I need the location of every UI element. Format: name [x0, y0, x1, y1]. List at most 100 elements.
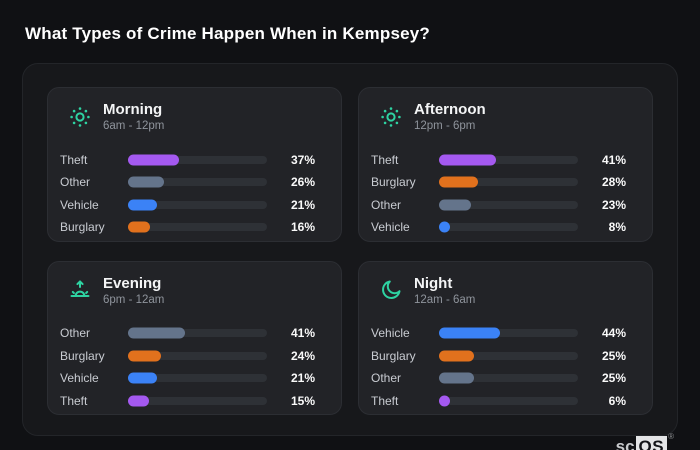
sunrise-icon	[66, 277, 93, 304]
crime-bar-row: Theft 6%	[371, 389, 626, 412]
time-panel: Night 12am - 6am Vehicle 44% Burglary 25…	[358, 260, 653, 415]
crime-percentage: 23%	[601, 197, 626, 212]
panel-header: Afternoon 12pm - 6pm	[377, 101, 626, 132]
crime-bar-row: Burglary 24%	[60, 344, 315, 367]
crime-label: Vehicle	[371, 326, 410, 340]
crime-label: Other	[371, 197, 402, 212]
crime-bar-row: Other 25%	[371, 367, 626, 390]
panel-rows: Other 41% Burglary 24% Vehicle 21% Theft…	[60, 322, 315, 412]
bar-fill	[439, 199, 471, 210]
bar-track	[439, 176, 578, 188]
bar-track	[128, 199, 267, 210]
crime-bar-row: Burglary 25%	[371, 344, 626, 367]
crime-label: Theft	[60, 152, 88, 167]
bar-track	[128, 395, 267, 406]
crime-percentage: 26%	[290, 175, 315, 189]
crime-bar-row: Vehicle 8%	[371, 216, 626, 239]
panel-time-range: 6pm - 12am	[103, 293, 165, 306]
crime-percentage: 28%	[601, 175, 626, 189]
bar-fill	[128, 350, 162, 361]
bar-track	[128, 372, 267, 384]
panel-header: Morning 6am - 12pm	[66, 101, 315, 132]
crime-percentage: 16%	[290, 220, 315, 234]
crime-bar-row: Vehicle 21%	[60, 367, 315, 390]
dashboard-container: Morning 6am - 12pm Theft 37% Other 26% V…	[22, 63, 678, 436]
panel-header: Night 12am - 6am	[377, 275, 626, 306]
crime-percentage: 6%	[608, 393, 626, 408]
crime-label: Other	[60, 326, 91, 340]
sun-icon	[66, 103, 93, 130]
panel-header: Evening 6pm - 12am	[66, 275, 315, 306]
crime-label: Theft	[60, 393, 88, 408]
crime-percentage: 25%	[601, 371, 626, 385]
panel-time-range: 12am - 6am	[414, 293, 476, 306]
sun-icon	[377, 103, 404, 130]
crime-label: Theft	[371, 152, 399, 167]
time-panel: Morning 6am - 12pm Theft 37% Other 26% V…	[47, 87, 342, 242]
bar-track	[128, 176, 267, 188]
registered-trademark-icon: ®	[668, 432, 674, 441]
crime-percentage: 21%	[290, 371, 315, 385]
panel-rows: Vehicle 44% Burglary 25% Other 25% Theft…	[371, 322, 626, 412]
crime-percentage: 15%	[290, 393, 315, 408]
bar-fill	[128, 221, 151, 233]
crime-label: Theft	[371, 393, 399, 408]
bar-fill	[128, 176, 165, 188]
crime-percentage: 8%	[608, 220, 626, 234]
bar-track	[128, 350, 267, 361]
crime-percentage: 41%	[290, 326, 315, 340]
bar-fill	[439, 154, 496, 165]
panel-time-range: 6am - 12pm	[103, 120, 165, 133]
bar-fill	[439, 395, 450, 406]
panels-grid: Morning 6am - 12pm Theft 37% Other 26% V…	[23, 64, 677, 435]
crime-label: Vehicle	[60, 371, 99, 385]
bar-fill	[128, 372, 158, 384]
bar-track	[128, 154, 267, 165]
bar-fill	[128, 154, 180, 165]
crime-bar-row: Burglary 16%	[60, 216, 315, 239]
bar-track	[439, 350, 578, 361]
bar-track	[128, 221, 267, 233]
bar-track	[439, 154, 578, 165]
brand-logo: sc OS ®	[615, 432, 674, 450]
crime-bar-row: Theft 15%	[60, 389, 315, 412]
crime-percentage: 25%	[601, 348, 626, 363]
crime-label: Other	[60, 175, 91, 189]
panel-title: Evening	[103, 274, 162, 292]
crime-percentage: 37%	[290, 152, 315, 167]
bar-track	[439, 199, 578, 210]
bar-fill	[439, 176, 478, 188]
bar-fill	[439, 221, 451, 233]
crime-bar-row: Burglary 28%	[371, 171, 626, 194]
crime-bar-row: Other 41%	[60, 322, 315, 345]
page-title: What Types of Crime Happen When in Kemps…	[25, 24, 431, 43]
crime-label: Vehicle	[60, 197, 99, 212]
bar-track	[439, 221, 578, 233]
brand-logo-prefix: sc	[615, 436, 635, 450]
time-panel: Evening 6pm - 12am Other 41% Burglary 24…	[47, 260, 342, 415]
crime-percentage: 44%	[601, 326, 626, 340]
crime-label: Burglary	[371, 348, 416, 363]
bar-track	[439, 327, 578, 339]
crime-label: Burglary	[60, 348, 105, 363]
bar-fill	[128, 199, 158, 210]
crime-label: Vehicle	[371, 220, 410, 234]
panel-rows: Theft 37% Other 26% Vehicle 21% Burglary…	[60, 148, 315, 238]
moon-icon	[377, 277, 404, 304]
crime-label: Other	[371, 371, 402, 385]
panel-title: Morning	[103, 101, 163, 118]
bar-fill	[439, 372, 474, 384]
bar-track	[128, 327, 267, 339]
crime-percentage: 41%	[601, 152, 626, 167]
brand-logo-suffix: OS	[635, 436, 668, 450]
panel-title: Afternoon	[414, 101, 486, 118]
bar-fill	[128, 395, 149, 406]
crime-label: Burglary	[60, 220, 105, 234]
crime-bar-row: Vehicle 21%	[60, 193, 315, 216]
crime-label: Burglary	[371, 175, 416, 189]
bar-fill	[128, 327, 185, 339]
bar-fill	[439, 327, 501, 339]
crime-bar-row: Theft 41%	[371, 148, 626, 171]
time-panel: Afternoon 12pm - 6pm Theft 41% Burglary …	[358, 87, 653, 242]
crime-percentage: 21%	[290, 197, 315, 212]
